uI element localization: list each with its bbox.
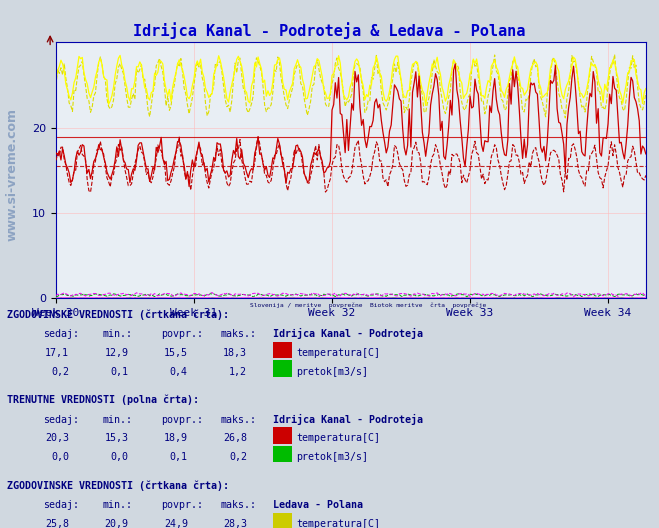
Text: 28,3: 28,3 bbox=[223, 519, 247, 528]
Text: 18,9: 18,9 bbox=[164, 433, 188, 444]
Text: 0,4: 0,4 bbox=[170, 366, 188, 376]
Bar bbox=[273, 361, 292, 377]
Text: sedaj:: sedaj: bbox=[43, 415, 79, 425]
Text: pretok[m3/s]: pretok[m3/s] bbox=[297, 366, 368, 376]
Text: Idrijca Kanal - Podroteja: Idrijca Kanal - Podroteja bbox=[273, 328, 424, 340]
Text: 25,8: 25,8 bbox=[45, 519, 69, 528]
Text: Ledava - Polana: Ledava - Polana bbox=[273, 500, 364, 510]
Text: 1,2: 1,2 bbox=[229, 366, 247, 376]
Text: sedaj:: sedaj: bbox=[43, 329, 79, 340]
Text: 0,2: 0,2 bbox=[229, 452, 247, 462]
Text: min.:: min.: bbox=[102, 329, 132, 340]
Text: temperatura[C]: temperatura[C] bbox=[297, 433, 380, 444]
Text: Slovenija / meritve  povprečne  Biotok meritve  črta  povprečje: Slovenija / meritve povprečne Biotok mer… bbox=[250, 302, 486, 307]
Text: maks.:: maks.: bbox=[221, 329, 257, 340]
Text: 0,1: 0,1 bbox=[111, 366, 129, 376]
Text: Idrijca Kanal - Podroteja: Idrijca Kanal - Podroteja bbox=[273, 414, 424, 425]
Text: 0,2: 0,2 bbox=[51, 366, 69, 376]
Text: TRENUTNE VREDNOSTI (polna črta):: TRENUTNE VREDNOSTI (polna črta): bbox=[7, 394, 198, 405]
Text: 0,0: 0,0 bbox=[51, 452, 69, 462]
Text: povpr.:: povpr.: bbox=[161, 415, 204, 425]
Text: ZGODOVINSKE VREDNOSTI (črtkana črta):: ZGODOVINSKE VREDNOSTI (črtkana črta): bbox=[7, 309, 229, 319]
Text: povpr.:: povpr.: bbox=[161, 329, 204, 340]
Text: 12,9: 12,9 bbox=[105, 348, 129, 358]
Text: min.:: min.: bbox=[102, 500, 132, 510]
Text: www.si-vreme.com: www.si-vreme.com bbox=[5, 108, 18, 241]
Text: 17,1: 17,1 bbox=[45, 348, 69, 358]
Text: Idrijca Kanal - Podroteja & Ledava - Polana: Idrijca Kanal - Podroteja & Ledava - Pol… bbox=[133, 22, 526, 39]
Text: maks.:: maks.: bbox=[221, 500, 257, 510]
Text: temperatura[C]: temperatura[C] bbox=[297, 348, 380, 358]
Bar bbox=[273, 513, 292, 528]
Text: temperatura[C]: temperatura[C] bbox=[297, 519, 380, 528]
Text: 24,9: 24,9 bbox=[164, 519, 188, 528]
Text: 20,3: 20,3 bbox=[45, 433, 69, 444]
Text: 15,3: 15,3 bbox=[105, 433, 129, 444]
Bar bbox=[273, 427, 292, 444]
Text: 26,8: 26,8 bbox=[223, 433, 247, 444]
Text: 15,5: 15,5 bbox=[164, 348, 188, 358]
Text: povpr.:: povpr.: bbox=[161, 500, 204, 510]
Text: 0,1: 0,1 bbox=[170, 452, 188, 462]
Text: sedaj:: sedaj: bbox=[43, 500, 79, 510]
Text: 20,9: 20,9 bbox=[105, 519, 129, 528]
Text: pretok[m3/s]: pretok[m3/s] bbox=[297, 452, 368, 462]
Bar bbox=[273, 342, 292, 358]
Text: 18,3: 18,3 bbox=[223, 348, 247, 358]
Bar bbox=[273, 446, 292, 463]
Text: maks.:: maks.: bbox=[221, 415, 257, 425]
Text: min.:: min.: bbox=[102, 415, 132, 425]
Text: 0,0: 0,0 bbox=[111, 452, 129, 462]
Text: ZGODOVINSKE VREDNOSTI (črtkana črta):: ZGODOVINSKE VREDNOSTI (črtkana črta): bbox=[7, 480, 229, 491]
